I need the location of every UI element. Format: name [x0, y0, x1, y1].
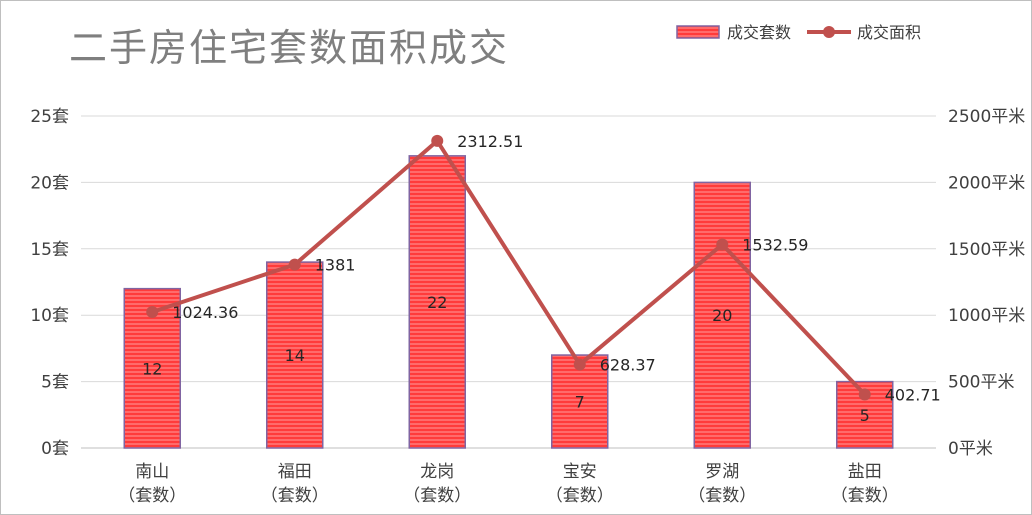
legend-swatch-bar [676, 25, 720, 39]
line-point [146, 305, 159, 318]
left-tick-label: 15套 [30, 240, 69, 260]
line-data-label: 1532.59 [742, 235, 808, 254]
category-label: 南山 [135, 462, 169, 482]
bar [693, 181, 751, 449]
category-sublabel: （套数） [831, 486, 899, 506]
category-sublabel: （套数） [261, 486, 329, 506]
chart-title: 二手房住宅套数面积成交 [69, 26, 509, 70]
line-series [146, 134, 871, 401]
bar-data-label: 7 [575, 393, 585, 412]
line-point [716, 238, 729, 251]
bar-data-label: 14 [285, 346, 305, 365]
category-label: 福田 [278, 462, 312, 482]
category-sublabel: （套数） [546, 486, 614, 506]
legend-label: 成交面积 [857, 23, 921, 42]
category-label: 宝安 [563, 462, 597, 482]
right-tick-label: 2000平米 [948, 173, 1025, 193]
right-tick-label: 2500平米 [948, 107, 1025, 127]
bar-labels: 12 14 22 7 20 5 [142, 293, 870, 425]
category-label: 罗湖 [705, 462, 739, 482]
left-axis: 0套 5套 10套 15套 20套 25套 [30, 107, 69, 459]
chart-legend: 成交套数 成交面积 [676, 23, 921, 42]
left-tick-label: 20套 [30, 173, 69, 193]
gridlines [81, 115, 936, 449]
line-point [431, 134, 444, 147]
area-line [151, 138, 867, 396]
bar-data-label: 20 [712, 306, 732, 325]
left-tick-label: 0套 [41, 439, 69, 459]
right-tick-label: 1500平米 [948, 240, 1025, 260]
category-sublabel: （套数） [403, 486, 471, 506]
line-data-label: 628.37 [600, 356, 656, 375]
bar-series [123, 155, 894, 449]
right-tick-label: 500平米 [948, 373, 1014, 393]
right-axis: 0平米 500平米 1000平米 1500平米 2000平米 2500平米 [948, 107, 1025, 459]
right-tick-label: 0平米 [948, 439, 993, 459]
line-point [288, 258, 301, 271]
bar-data-label: 12 [142, 359, 162, 378]
category-sublabel: （套数） [118, 486, 186, 506]
line-data-label: 402.71 [885, 386, 941, 405]
legend-label: 成交套数 [727, 23, 791, 42]
line-labels: 1024.36 1381 2312.51 628.37 1532.59 402.71 [172, 132, 940, 405]
category-label: 盐田 [848, 462, 882, 482]
line-point [573, 358, 586, 371]
line-data-label: 1381 [315, 256, 356, 275]
bar-data-label: 5 [860, 406, 870, 425]
left-tick-label: 25套 [30, 107, 69, 127]
left-tick-label: 10套 [30, 306, 69, 326]
legend-swatch-marker [823, 26, 835, 38]
bar [266, 261, 324, 449]
category-sublabel: （套数） [688, 486, 756, 506]
line-data-label: 1024.36 [172, 303, 238, 322]
line-point [858, 388, 871, 401]
right-tick-label: 1000平米 [948, 306, 1025, 326]
left-tick-label: 5套 [41, 373, 69, 393]
line-data-label: 2312.51 [457, 132, 523, 151]
category-label: 龙岗 [420, 462, 454, 482]
bar-data-label: 22 [427, 293, 447, 312]
bar [408, 155, 466, 449]
x-axis: 南山 （套数） 福田 （套数） 龙岗 （套数） 宝安 （套数） 罗湖 （套数） 盐田 （套数） [118, 462, 899, 506]
